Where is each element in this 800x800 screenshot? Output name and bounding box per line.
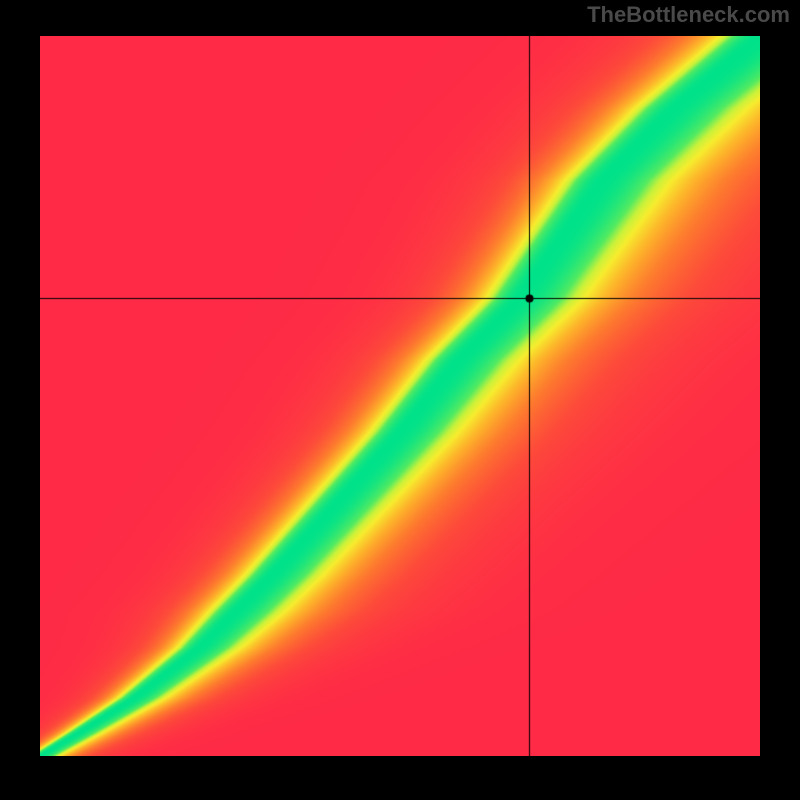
watermark-text: TheBottleneck.com: [587, 2, 790, 28]
bottleneck-heatmap: [40, 36, 760, 756]
